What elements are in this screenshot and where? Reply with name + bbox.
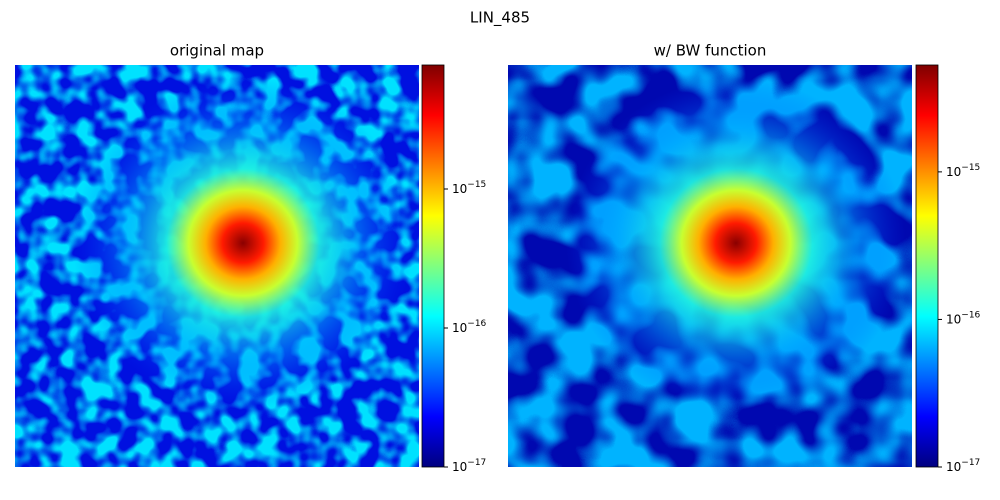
colorbar-tick-label: 10−15 (452, 180, 486, 196)
colorbar-tick-label: 10−16 (452, 319, 487, 335)
panel-title: original map (170, 42, 264, 60)
heatmap-core (73, 78, 413, 408)
colorbar-tick-label: 10−17 (452, 458, 486, 474)
colorbar-tick-label: 10−15 (946, 162, 980, 178)
heatmap-core (566, 78, 906, 408)
colorbar (915, 64, 939, 468)
colorbar (421, 64, 445, 468)
figure-title: LIN_485 (470, 9, 530, 28)
panel-title: w/ BW function (654, 42, 767, 60)
colorbar-tick-label: 10−16 (946, 310, 981, 326)
colorbar-tick-label: 10−17 (946, 458, 980, 474)
